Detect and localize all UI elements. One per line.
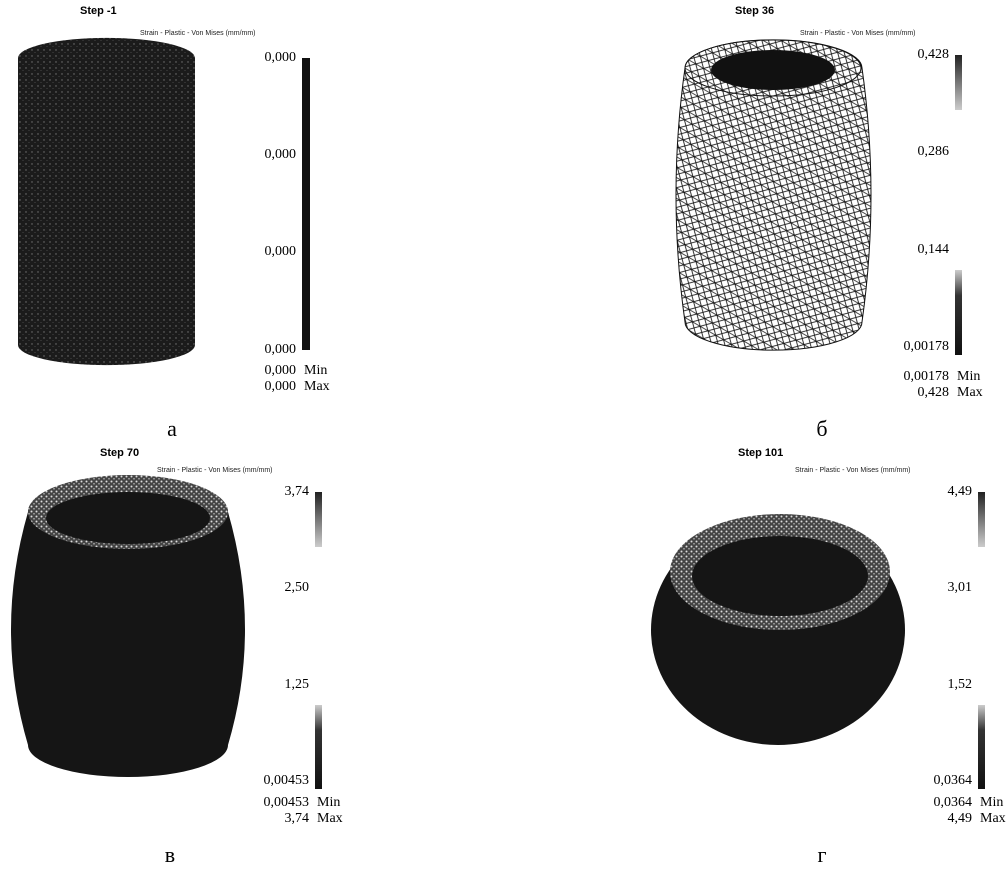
- scale-label: 0,428: [918, 47, 950, 62]
- quantity-label: Strain - Plastic - Von Mises (mm/mm): [795, 467, 911, 474]
- min-value: 0,000: [265, 363, 297, 378]
- min-value: 0,0364: [934, 795, 973, 810]
- legend-bar: [315, 705, 322, 789]
- min-value: 0,00178: [904, 369, 950, 384]
- specimen-d: [651, 514, 905, 745]
- legend-bar: [302, 58, 310, 350]
- quantity-label: Strain - Plastic - Von Mises (mm/mm): [800, 30, 916, 37]
- specimen-b: [676, 40, 871, 350]
- max-label: Max: [957, 385, 983, 400]
- caption: б: [816, 416, 827, 441]
- min-value: 0,00453: [264, 795, 310, 810]
- specimen-c: [11, 475, 245, 777]
- legend-bar: [955, 270, 962, 355]
- max-label: Max: [304, 379, 330, 394]
- specimen-a: [18, 38, 195, 365]
- figure: Step -1 Strain - Plastic - Von Mises (mm/…: [0, 0, 1006, 870]
- min-label: Min: [980, 795, 1003, 810]
- step-label: Step -1: [80, 5, 117, 17]
- legend-bar: [978, 705, 985, 789]
- quantity-label: Strain - Plastic - Von Mises (mm/mm): [157, 467, 273, 474]
- step-label: Step 70: [100, 447, 139, 459]
- legend-bar: [955, 55, 962, 110]
- scale-label: 2,50: [285, 580, 310, 595]
- quantity-label: Strain - Plastic - Von Mises (mm/mm): [140, 30, 256, 37]
- caption: а: [167, 416, 177, 441]
- min-label: Min: [304, 363, 327, 378]
- scale-label: 4,49: [948, 484, 973, 499]
- scale-label: 0,0364: [934, 773, 973, 788]
- min-label: Min: [317, 795, 340, 810]
- max-value: 0,428: [918, 385, 950, 400]
- scale-label: 0,000: [265, 50, 297, 65]
- step-label: Step 101: [738, 447, 783, 459]
- step-label: Step 36: [735, 5, 774, 17]
- max-label: Max: [317, 811, 343, 826]
- scale-label: 0,000: [265, 342, 297, 357]
- min-label: Min: [957, 369, 980, 384]
- scale-label: 3,01: [948, 580, 973, 595]
- scale-label: 0,000: [265, 244, 297, 259]
- scale-label: 0,144: [918, 242, 950, 257]
- scale-label: 0,000: [265, 147, 297, 162]
- max-label: Max: [980, 811, 1006, 826]
- max-value: 0,000: [265, 379, 297, 394]
- scale-label: 3,74: [285, 484, 310, 499]
- caption: г: [817, 842, 826, 867]
- scale-label: 0,00453: [264, 773, 310, 788]
- caption: в: [165, 842, 175, 867]
- max-value: 3,74: [285, 811, 310, 826]
- scale-label: 1,25: [285, 677, 310, 692]
- scale-label: 0,00178: [904, 339, 950, 354]
- legend-bar: [315, 492, 322, 547]
- legend-bar: [978, 492, 985, 547]
- scale-label: 0,286: [918, 144, 950, 159]
- scale-label: 1,52: [948, 677, 973, 692]
- max-value: 4,49: [948, 811, 973, 826]
